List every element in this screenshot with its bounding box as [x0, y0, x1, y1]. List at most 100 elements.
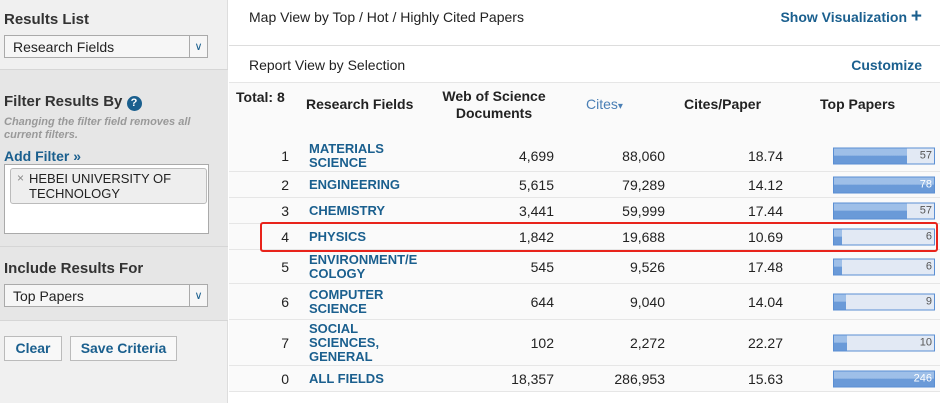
results-list-label: Results List [4, 11, 90, 28]
show-visualization-label: Show Visualization [780, 9, 907, 25]
wos-documents[interactable]: 102 [530, 334, 554, 351]
field-link[interactable]: SOCIAL SCIENCES, GENERAL [309, 320, 380, 364]
rank: 5 [281, 258, 289, 275]
col-top-papers[interactable]: Top Papers [820, 96, 896, 112]
cites: 59,999 [622, 202, 665, 219]
top-papers-bar-fill [834, 335, 847, 350]
top-papers-bar[interactable]: 57 [833, 202, 935, 219]
wos-documents[interactable]: 18,357 [511, 370, 554, 387]
top-papers-bar-fill [834, 229, 842, 244]
top-papers-value: 57 [919, 204, 932, 216]
wos-documents[interactable]: 1,842 [518, 228, 554, 245]
top-papers-bar-fill [834, 203, 908, 218]
table-row: 0 ALL FIELDS 18,357 286,953 15.63 246 [229, 366, 940, 392]
filter-note: Changing the filter field removes all cu… [4, 116, 191, 141]
page-title: Map View by Top / Hot / Highly Cited Pap… [249, 9, 524, 25]
chevron-down-icon[interactable]: ∨ [189, 36, 207, 57]
top-papers-bar[interactable]: 78 [833, 176, 935, 193]
table-header: Total: 8 Research Fields Web of Science … [229, 82, 940, 140]
top-papers-bar-fill [834, 371, 934, 386]
top-papers-value: 246 [913, 372, 932, 384]
top-papers-bar[interactable]: 6 [833, 258, 935, 275]
include-results-label: Include Results For [4, 260, 144, 277]
filter-chip-text: HEBEI UNIVERSITY OF TECHNOLOGY [29, 171, 172, 201]
filter-label-text: Filter Results By [4, 93, 123, 110]
add-filter-link[interactable]: Add Filter » [4, 148, 82, 164]
cites: 9,040 [629, 293, 665, 310]
include-results-value: Top Papers [13, 288, 84, 304]
top-papers-value: 6 [925, 230, 932, 242]
top-papers-bar-fill [834, 259, 842, 274]
cites-per-paper: 15.63 [747, 370, 783, 387]
filter-chip: × HEBEI UNIVERSITY OF TECHNOLOGY [10, 168, 207, 204]
field-link[interactable]: MATERIALS SCIENCE [309, 140, 384, 170]
top-papers-bar[interactable]: 246 [833, 370, 935, 387]
col-wos-documents[interactable]: Web of Science Documents [442, 88, 546, 121]
top-papers-bar-fill [834, 177, 934, 192]
total-count: Total: 8 [236, 89, 285, 105]
rank: 7 [281, 334, 289, 351]
help-icon[interactable]: ? [126, 96, 142, 111]
cites-per-paper: 18.74 [747, 147, 783, 164]
cites: 9,526 [629, 258, 665, 275]
cites: 2,272 [629, 334, 665, 351]
cites: 88,060 [622, 147, 665, 164]
sort-desc-icon: ▾ [617, 101, 623, 112]
top-papers-bar-fill [834, 148, 908, 163]
table-row: 5 ENVIRONMENT/E COLOGY 545 9,526 17.48 6 [229, 250, 940, 284]
wos-documents[interactable]: 5,615 [518, 176, 554, 193]
highlight-box [260, 222, 938, 252]
filter-results-label: Filter Results By ? [4, 93, 142, 111]
field-link[interactable]: ENGINEERING [309, 176, 401, 192]
field-link[interactable]: ALL FIELDS [309, 370, 384, 386]
cites-per-paper: 14.04 [747, 293, 783, 310]
top-papers-bar[interactable]: 10 [833, 334, 935, 351]
cites: 79,289 [622, 176, 665, 193]
cites-per-paper: 22.27 [747, 334, 783, 351]
field-link[interactable]: ENVIRONMENT/E COLOGY [309, 251, 418, 281]
field-link[interactable]: PHYSICS [309, 228, 367, 244]
table-row: 1 MATERIALS SCIENCE 4,699 88,060 18.74 5… [229, 140, 940, 172]
top-papers-value: 57 [919, 149, 932, 161]
wos-documents[interactable]: 644 [530, 293, 554, 310]
col-cites[interactable]: Cites▾ [586, 96, 623, 112]
main-panel: Map View by Top / Hot / Highly Cited Pap… [229, 0, 940, 403]
col-research-fields[interactable]: Research Fields [306, 96, 414, 112]
save-criteria-button[interactable]: Save Criteria [70, 336, 177, 361]
rank: 2 [281, 176, 289, 193]
rank: 1 [281, 147, 289, 164]
results-list-select[interactable]: Research Fields ∨ [4, 35, 208, 58]
table-row: 3 CHEMISTRY 3,441 59,999 17.44 57 [229, 198, 940, 224]
clear-button[interactable]: Clear [4, 336, 62, 361]
cites: 19,688 [622, 228, 665, 245]
cites: 286,953 [614, 370, 665, 387]
cites-per-paper: 17.48 [747, 258, 783, 275]
show-visualization-link[interactable]: Show Visualization + [780, 7, 922, 26]
report-view-title: Report View by Selection [249, 57, 406, 73]
cites-per-paper: 14.12 [747, 176, 783, 193]
filter-box: × HEBEI UNIVERSITY OF TECHNOLOGY [4, 164, 209, 234]
include-results-select[interactable]: Top Papers ∨ [4, 284, 208, 307]
field-link[interactable]: COMPUTER SCIENCE [309, 286, 384, 316]
customize-link[interactable]: Customize [851, 57, 922, 73]
rank: 4 [281, 228, 289, 245]
table-row: 7 SOCIAL SCIENCES, GENERAL 102 2,272 22.… [229, 320, 940, 366]
cites-per-paper: 17.44 [747, 202, 783, 219]
top-papers-bar[interactable]: 6 [833, 228, 935, 245]
rank: 6 [281, 293, 289, 310]
results-list-value: Research Fields [13, 39, 115, 55]
sidebar: Results List Research Fields ∨ Filter Res… [0, 0, 228, 403]
col-cites-per-paper[interactable]: Cites/Paper [684, 96, 762, 112]
table-row: 4 PHYSICS 1,842 19,688 10.69 6 [229, 224, 940, 250]
top-papers-value: 9 [925, 295, 932, 307]
field-link[interactable]: CHEMISTRY [309, 202, 386, 218]
top-papers-bar-fill [834, 294, 846, 309]
wos-documents[interactable]: 3,441 [518, 202, 554, 219]
top-papers-bar[interactable]: 9 [833, 293, 935, 310]
cites-per-paper: 10.69 [747, 228, 783, 245]
chevron-down-icon[interactable]: ∨ [189, 285, 207, 306]
remove-icon[interactable]: × [17, 171, 25, 185]
wos-documents[interactable]: 4,699 [518, 147, 554, 164]
wos-documents[interactable]: 545 [530, 258, 554, 275]
top-papers-bar[interactable]: 57 [833, 147, 935, 164]
